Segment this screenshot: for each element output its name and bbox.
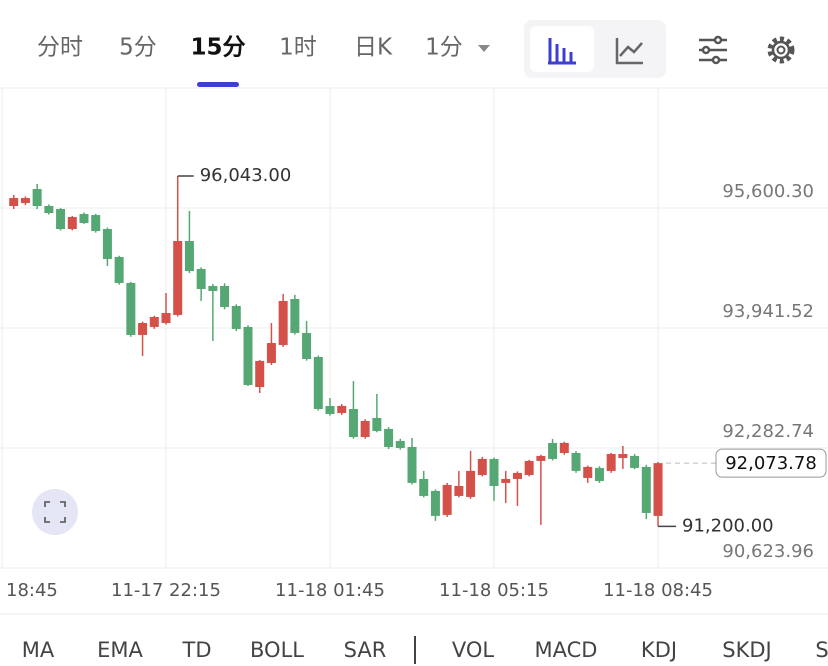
candle-body xyxy=(44,205,54,214)
candle-body xyxy=(372,417,382,431)
candle-body xyxy=(138,322,148,335)
settings-filter-icon[interactable] xyxy=(699,35,727,65)
candle-body xyxy=(501,478,511,483)
candle-body xyxy=(243,326,253,385)
x-tick-label: 11-18 05:15 xyxy=(439,580,549,601)
y-tick-label: 92,282.74 xyxy=(722,421,814,442)
candle-body xyxy=(231,305,241,329)
timeframe-tab[interactable]: 15分 xyxy=(190,35,245,61)
y-tick-label: 93,941.52 xyxy=(722,301,814,322)
candle-body xyxy=(606,453,616,471)
y-tick-label: 90,623.96 xyxy=(722,541,814,562)
candle-body xyxy=(102,229,112,260)
candle-body xyxy=(173,241,183,315)
x-tick-label: 11-17 22:15 xyxy=(111,580,221,601)
candle-body xyxy=(477,458,487,475)
candle-body xyxy=(302,332,312,360)
candle-body xyxy=(395,440,405,448)
candle-body xyxy=(290,299,300,333)
candle-body xyxy=(126,282,136,335)
candle-body xyxy=(630,455,640,468)
candle-body xyxy=(184,241,194,272)
candle-body xyxy=(360,420,370,437)
low-label: 91,200.00 xyxy=(682,515,774,536)
indicator-tab[interactable]: KDJ xyxy=(641,638,677,662)
candle-body xyxy=(419,478,429,496)
indicator-tab[interactable]: SKDJ xyxy=(722,638,771,662)
candle-body xyxy=(149,316,159,327)
candle-body xyxy=(278,300,288,345)
timeframe-tab[interactable]: 5分 xyxy=(119,35,157,61)
candle-body xyxy=(594,467,604,481)
candle-body xyxy=(266,343,276,363)
candle-body xyxy=(430,490,440,516)
candle-body xyxy=(407,446,417,483)
candle-body xyxy=(325,405,335,414)
x-tick-label: 18:45 xyxy=(6,580,58,601)
candle-body xyxy=(255,360,265,387)
candle-body xyxy=(337,405,347,413)
candle-body xyxy=(618,453,628,458)
last-price-box xyxy=(715,448,827,478)
candle-body xyxy=(114,256,124,283)
candle-body xyxy=(313,356,323,409)
candle-body xyxy=(9,198,19,206)
candle-body xyxy=(67,216,77,230)
candle-body xyxy=(512,472,522,479)
indicator-tab[interactable]: EMA xyxy=(97,638,143,662)
timeframe-tab[interactable]: 分时 xyxy=(37,35,83,61)
high-label: 96,043.00 xyxy=(200,165,292,186)
indicator-tab[interactable]: MA xyxy=(22,638,55,662)
candle-body xyxy=(32,188,42,206)
candle-body xyxy=(571,452,581,471)
candle-body xyxy=(161,312,171,323)
indicator-tab[interactable]: S xyxy=(815,638,828,662)
x-tick-label: 11-18 08:45 xyxy=(603,580,713,601)
indicator-tab[interactable]: TD xyxy=(182,638,212,662)
candle-body xyxy=(489,458,499,486)
candle-body xyxy=(583,466,593,478)
candle-body xyxy=(91,215,101,232)
candle-body xyxy=(20,198,30,204)
candle-body xyxy=(548,442,558,459)
gear-icon[interactable] xyxy=(767,36,795,64)
indicator-tab[interactable]: SAR xyxy=(344,638,387,662)
candle-icon xyxy=(548,38,576,65)
candle-body xyxy=(653,463,663,516)
candle-body xyxy=(641,466,651,513)
candle-body xyxy=(536,455,546,461)
x-tick-label: 11-18 01:45 xyxy=(275,580,385,601)
dropdown-caret[interactable] xyxy=(478,45,490,52)
candle-body xyxy=(442,484,452,515)
candle-body xyxy=(208,286,218,291)
timeframe-tab[interactable]: 1时 xyxy=(279,35,317,61)
candle-body xyxy=(56,209,66,230)
last-price-label: 92,073.78 xyxy=(725,453,817,474)
expand-button[interactable] xyxy=(32,489,78,535)
candle-body xyxy=(466,470,476,497)
y-tick-label: 95,600.30 xyxy=(722,181,814,202)
candle-body xyxy=(524,460,534,475)
candle-body xyxy=(559,442,569,453)
line-mode-icon[interactable] xyxy=(615,38,643,65)
candle-mode-button[interactable] xyxy=(530,26,594,72)
candle-body xyxy=(196,269,206,289)
indicator-tab[interactable]: MACD xyxy=(535,638,598,662)
candle-body xyxy=(384,428,394,447)
indicator-tab[interactable]: VOL xyxy=(452,638,495,662)
active-tab-underline xyxy=(197,82,239,87)
timeframe-tab[interactable]: 1分 xyxy=(425,35,463,61)
candle-body xyxy=(79,214,89,223)
candle-body xyxy=(454,485,464,496)
candle-body xyxy=(348,408,358,437)
candle-body xyxy=(220,286,230,307)
indicator-tab[interactable]: BOLL xyxy=(250,638,304,662)
timeframe-tab[interactable]: 日K xyxy=(354,35,393,61)
